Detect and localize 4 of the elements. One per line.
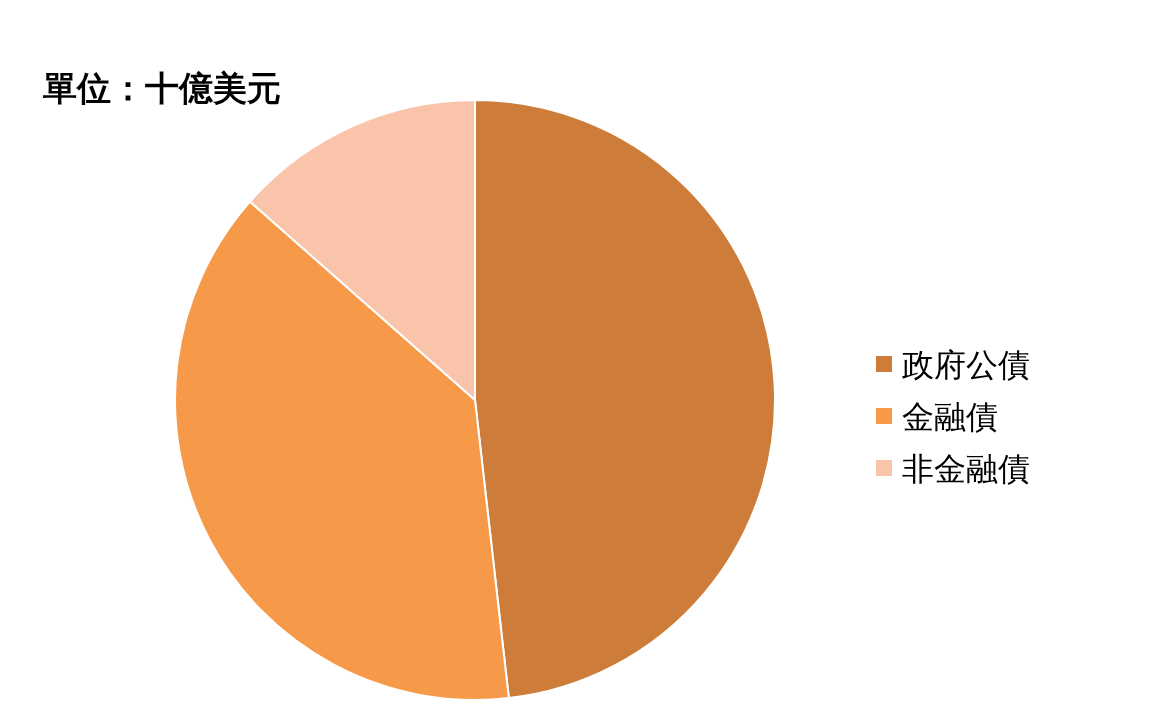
chart-title: 單位：十億美元	[43, 68, 281, 108]
legend-label: 金融債	[902, 398, 998, 436]
legend-label: 非金融債	[902, 450, 1030, 488]
legend-label: 政府公債	[902, 346, 1030, 384]
